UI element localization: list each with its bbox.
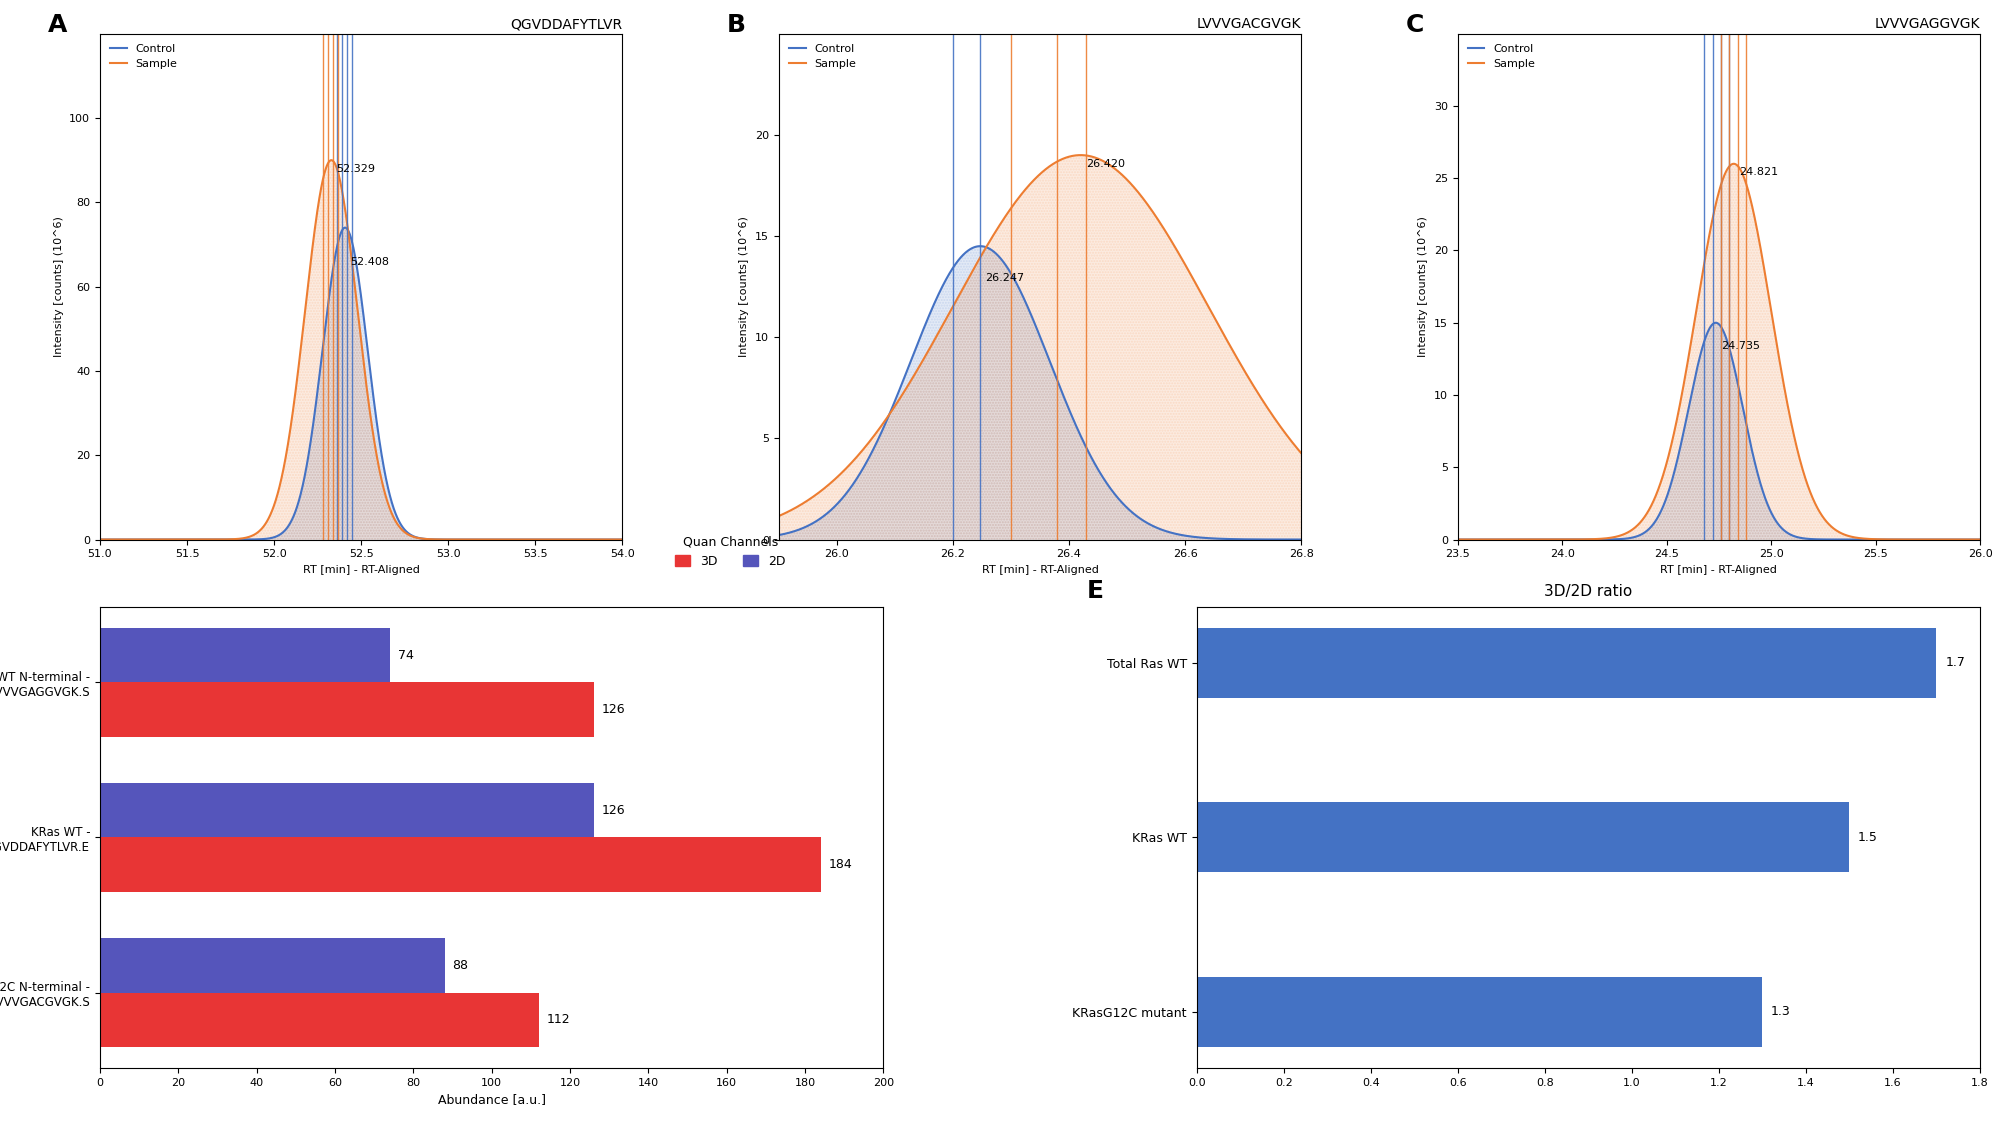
Bar <box>1196 803 1850 872</box>
Text: LVVVGACGVGK: LVVVGACGVGK <box>1196 17 1302 31</box>
Text: 112: 112 <box>546 1013 570 1026</box>
Text: 52.408: 52.408 <box>350 257 390 268</box>
Text: A: A <box>48 13 68 37</box>
Legend: Control, Sample: Control, Sample <box>784 39 860 74</box>
Text: 1.7: 1.7 <box>1946 656 1966 669</box>
Text: 1.5: 1.5 <box>1858 831 1878 844</box>
Text: E: E <box>1088 579 1104 604</box>
Text: 74: 74 <box>398 649 414 662</box>
Bar <box>100 783 594 837</box>
Text: 52.329: 52.329 <box>336 164 376 173</box>
Y-axis label: Intensity [counts] (10^6): Intensity [counts] (10^6) <box>740 216 750 357</box>
Legend: Control, Sample: Control, Sample <box>1464 39 1540 74</box>
Text: LVVVGAGGVGK: LVVVGAGGVGK <box>1874 17 1980 31</box>
Bar <box>100 992 538 1046</box>
Bar <box>100 682 594 736</box>
Text: 1.3: 1.3 <box>1772 1006 1790 1018</box>
X-axis label: RT [min] - RT-Aligned: RT [min] - RT-Aligned <box>1660 564 1778 574</box>
Y-axis label: Intensity [counts] (10^6): Intensity [counts] (10^6) <box>54 216 64 357</box>
Bar <box>1196 977 1762 1046</box>
Text: 26.420: 26.420 <box>1086 158 1124 169</box>
Text: 24.735: 24.735 <box>1720 341 1760 351</box>
Legend: 3D, 2D: 3D, 2D <box>670 531 790 573</box>
Bar <box>100 939 444 992</box>
Text: 26.247: 26.247 <box>986 273 1024 283</box>
X-axis label: RT [min] - RT-Aligned: RT [min] - RT-Aligned <box>982 564 1098 574</box>
X-axis label: Abundance [a.u.]: Abundance [a.u.] <box>438 1093 546 1106</box>
Bar <box>100 837 820 891</box>
Text: 126: 126 <box>602 804 624 817</box>
Text: 126: 126 <box>602 702 624 716</box>
Text: 88: 88 <box>452 959 468 972</box>
Y-axis label: Intensity [counts] (10^6): Intensity [counts] (10^6) <box>1418 216 1428 357</box>
Text: 184: 184 <box>828 858 852 871</box>
Text: C: C <box>1406 13 1424 37</box>
Text: 24.821: 24.821 <box>1738 167 1778 178</box>
X-axis label: RT [min] - RT-Aligned: RT [min] - RT-Aligned <box>302 564 420 574</box>
Bar <box>1196 628 1936 698</box>
Bar <box>100 628 390 682</box>
Legend: Control, Sample: Control, Sample <box>106 39 182 74</box>
Text: B: B <box>726 13 746 37</box>
Text: QGVDDAFYTLVR: QGVDDAFYTLVR <box>510 17 622 31</box>
Title: 3D/2D ratio: 3D/2D ratio <box>1544 583 1632 599</box>
